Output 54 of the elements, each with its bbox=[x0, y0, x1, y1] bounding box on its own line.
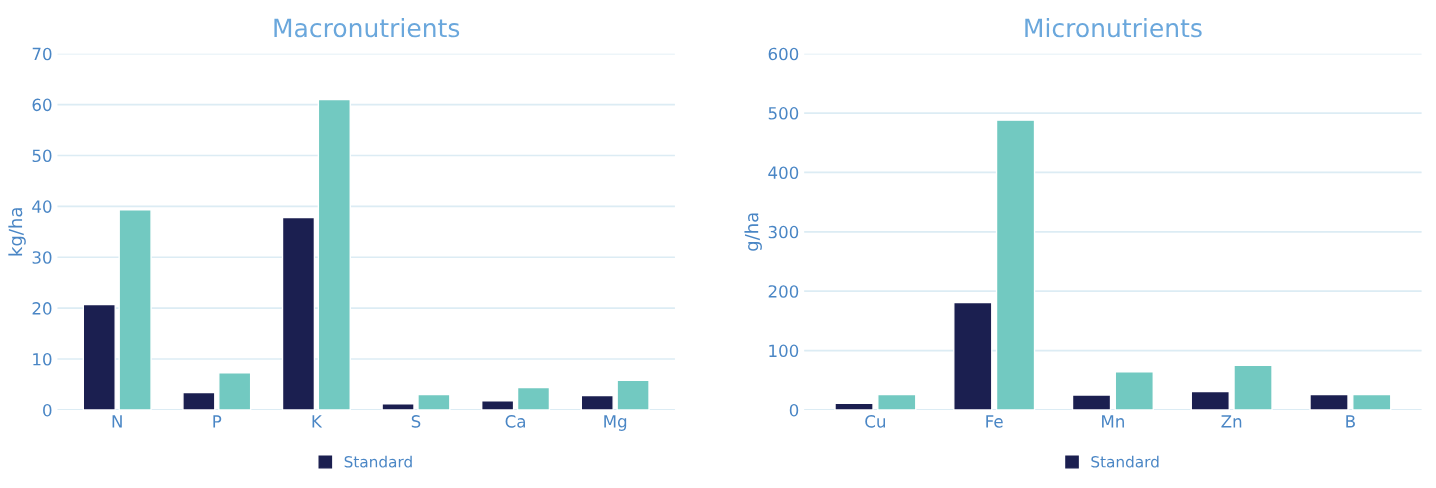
x-tick-label: Mg bbox=[604, 415, 627, 431]
y-tick-label: 300 bbox=[768, 225, 799, 239]
y-tick-label: 70 bbox=[32, 47, 52, 61]
x-tick-label: N bbox=[112, 415, 122, 428]
legend-label: Standard bbox=[344, 455, 412, 468]
bar bbox=[281, 216, 316, 410]
x-tick-label: S bbox=[411, 415, 421, 428]
bar bbox=[616, 379, 650, 410]
x-tick-label: Fe bbox=[986, 415, 1003, 428]
bar bbox=[1233, 364, 1273, 410]
bar bbox=[182, 391, 216, 410]
y-tick-label: 100 bbox=[769, 344, 799, 358]
bar bbox=[580, 394, 614, 410]
x-tick-label: Cu bbox=[865, 415, 885, 428]
bar bbox=[82, 303, 116, 410]
x-tick-label: B bbox=[1346, 415, 1355, 428]
bar bbox=[1190, 390, 1230, 410]
bar bbox=[417, 393, 451, 410]
bar bbox=[1114, 371, 1154, 410]
bar bbox=[834, 402, 874, 410]
bar bbox=[481, 400, 515, 410]
y-axis-title: g/ha bbox=[744, 213, 762, 251]
bar bbox=[381, 403, 415, 410]
x-tick-label: Mn bbox=[1102, 415, 1124, 428]
x-tick-label: Ca bbox=[505, 415, 525, 428]
bar bbox=[218, 372, 252, 410]
x-tick-label: Zn bbox=[1221, 415, 1242, 428]
x-tick-label: K bbox=[312, 415, 323, 428]
chart-title: Micronutrients bbox=[1025, 18, 1202, 38]
bar bbox=[118, 209, 152, 410]
y-tick-label: 30 bbox=[32, 251, 52, 264]
y-tick-label: 50 bbox=[32, 149, 52, 163]
y-tick-label: 0 bbox=[789, 403, 799, 417]
y-tick-label: 200 bbox=[768, 285, 799, 298]
bar bbox=[1071, 394, 1112, 410]
x-tick-label: P bbox=[213, 415, 222, 428]
y-tick-label: 40 bbox=[32, 200, 52, 213]
bar bbox=[877, 393, 917, 410]
bar bbox=[953, 301, 993, 410]
chart-title: Macronutrients bbox=[274, 18, 460, 38]
bar bbox=[516, 386, 551, 410]
bar bbox=[1309, 393, 1349, 410]
y-tick-label: 60 bbox=[32, 98, 52, 112]
bar bbox=[1352, 393, 1392, 410]
y-tick-label: 500 bbox=[768, 107, 799, 120]
bar bbox=[317, 98, 351, 410]
y-tick-label: 600 bbox=[768, 47, 799, 61]
y-tick-label: 0 bbox=[43, 403, 52, 417]
legend-label: Standard bbox=[1091, 455, 1159, 468]
y-tick-label: 10 bbox=[33, 352, 52, 366]
bar bbox=[995, 119, 1036, 410]
y-tick-label: 400 bbox=[768, 166, 799, 179]
y-axis-title: kg/ha bbox=[8, 208, 26, 256]
y-tick-label: 20 bbox=[32, 302, 52, 315]
